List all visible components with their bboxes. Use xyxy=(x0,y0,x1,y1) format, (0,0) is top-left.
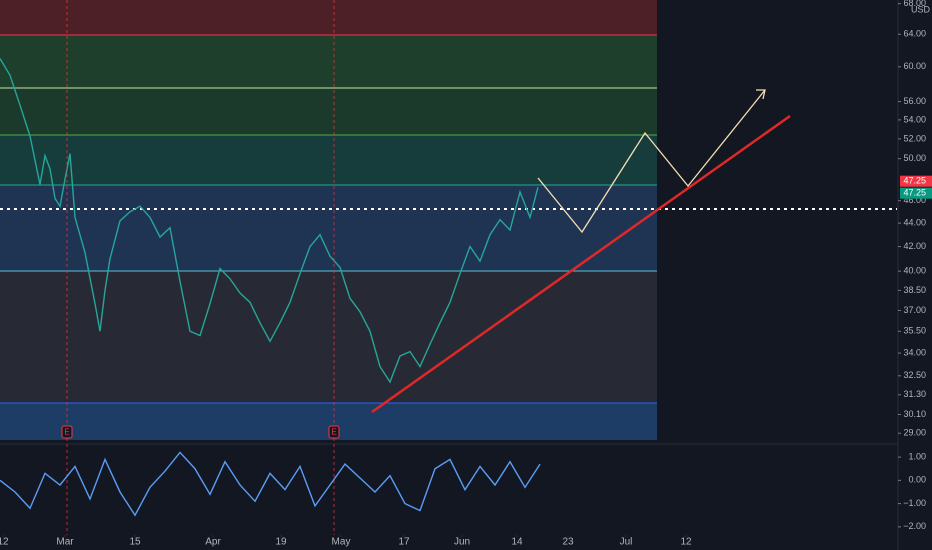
event-marker xyxy=(61,425,73,439)
x-tick-label: May xyxy=(332,537,351,548)
zone xyxy=(0,185,657,271)
y-tick-label: 56.00 xyxy=(903,96,926,106)
x-tick-label: 17 xyxy=(398,537,410,548)
y-tick-label: 38.50 xyxy=(903,285,926,295)
y-tick-label: 1.00 xyxy=(908,451,926,461)
projection-arrow xyxy=(756,89,766,100)
x-tick-label: Jul xyxy=(620,537,633,548)
x-tick-label: 14 xyxy=(511,537,523,548)
y-tick-label: 54.00 xyxy=(903,114,926,124)
y-tick-label: 29.00 xyxy=(903,428,926,438)
price-line xyxy=(0,451,541,517)
x-tick-label: Mar xyxy=(56,537,74,548)
y-tick-label: 30.10 xyxy=(903,409,926,419)
y-tick-label: −2.00 xyxy=(903,521,926,531)
x-tick-label: Jun xyxy=(454,537,470,548)
zone xyxy=(0,271,657,403)
last-price-box xyxy=(900,187,932,199)
x-tick-label: 19 xyxy=(275,537,287,548)
price-line xyxy=(0,58,539,384)
last-price-label: 47.25 xyxy=(903,176,926,186)
y-tick-label: 64.00 xyxy=(903,29,926,39)
y-tick-label: 44.00 xyxy=(903,217,926,227)
y-tick-label: 46.00 xyxy=(903,195,926,205)
x-tick-label: 15 xyxy=(129,537,141,548)
currency: USD xyxy=(911,4,931,14)
trend-line xyxy=(371,114,791,414)
y-tick-label: 0.00 xyxy=(908,475,926,485)
x-tick-label: Apr xyxy=(205,537,221,548)
y-tick-label: 35.50 xyxy=(903,326,926,336)
y-tick-label: 37.00 xyxy=(903,305,926,315)
y-tick-label: 32.50 xyxy=(903,370,926,380)
projection-path xyxy=(537,89,766,234)
y-tick-label: 40.00 xyxy=(903,266,926,276)
x-tick-label: 12 xyxy=(680,537,692,548)
y-tick-label: 68.00 xyxy=(903,0,926,8)
x-tick-label: 23 xyxy=(562,537,574,548)
last-price-label: 47.25 xyxy=(903,188,926,198)
y-tick-label: −1.00 xyxy=(903,498,926,508)
x-tick-label: 12 xyxy=(0,537,9,548)
zone xyxy=(0,135,657,185)
last-price-box xyxy=(900,175,932,187)
y-tick-label: 42.00 xyxy=(903,241,926,251)
event-label: E xyxy=(331,428,336,437)
y-tick-label: 52.00 xyxy=(903,133,926,143)
y-tick-label: 60.00 xyxy=(903,61,926,71)
zones xyxy=(0,0,657,440)
event-label: E xyxy=(64,428,69,437)
zone xyxy=(0,88,657,135)
y-tick-label: 50.00 xyxy=(903,153,926,163)
event-marker xyxy=(328,425,340,439)
y-tick-label: 31.30 xyxy=(903,389,926,399)
y-tick-label: 34.00 xyxy=(903,347,926,357)
zone xyxy=(0,35,657,88)
zone xyxy=(0,0,657,35)
